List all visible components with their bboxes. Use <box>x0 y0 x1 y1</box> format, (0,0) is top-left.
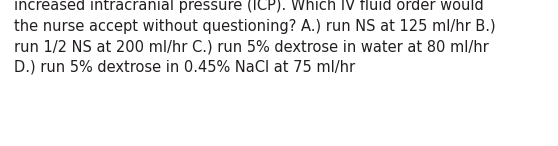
Text: The nurse us caring for a patient with a medical diagnosis of
increased intracra: The nurse us caring for a patient with a… <box>14 0 496 75</box>
